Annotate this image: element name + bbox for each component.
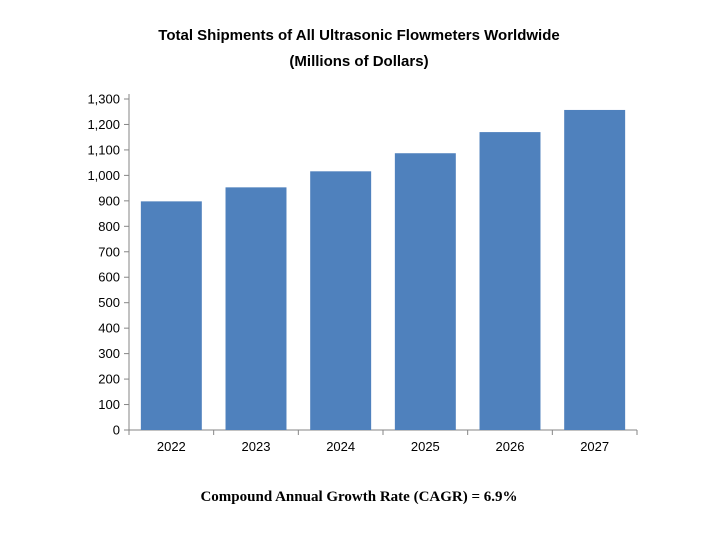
chart-subtitle: (Millions of Dollars) bbox=[289, 53, 429, 70]
y-tick-label: 700 bbox=[98, 244, 120, 259]
y-tick-label: 0 bbox=[113, 423, 120, 438]
bar-2023 bbox=[225, 187, 287, 430]
x-tick-label: 2022 bbox=[157, 439, 186, 454]
cagr-annotation: Compound Annual Growth Rate (CAGR) = 6.9… bbox=[200, 489, 518, 505]
x-tick-label: 2025 bbox=[411, 439, 440, 454]
x-tick-label: 2026 bbox=[496, 439, 525, 454]
y-tick-label: 1,000 bbox=[87, 168, 120, 183]
bar-2026 bbox=[479, 132, 541, 430]
bar-2025 bbox=[394, 153, 456, 430]
bar-2027 bbox=[564, 109, 626, 431]
x-tick-label: 2027 bbox=[580, 439, 609, 454]
y-tick-label: 900 bbox=[98, 193, 120, 208]
y-tick-label: 400 bbox=[98, 321, 120, 336]
y-tick-label: 300 bbox=[98, 346, 120, 361]
y-tick-label: 600 bbox=[98, 270, 120, 285]
bar-2024 bbox=[310, 171, 372, 430]
y-tick-label: 800 bbox=[98, 219, 120, 234]
y-tick-label: 200 bbox=[98, 372, 120, 387]
bar-2022 bbox=[140, 201, 202, 430]
x-tick-label: 2024 bbox=[326, 439, 355, 454]
y-tick-label: 1,200 bbox=[87, 117, 120, 132]
y-tick-label: 1,100 bbox=[87, 142, 120, 157]
chart-title: Total Shipments of All Ultrasonic Flowme… bbox=[158, 27, 560, 44]
y-tick-label: 500 bbox=[98, 295, 120, 310]
x-tick-label: 2023 bbox=[242, 439, 271, 454]
y-tick-label: 1,300 bbox=[87, 92, 120, 107]
y-tick-label: 100 bbox=[98, 397, 120, 412]
